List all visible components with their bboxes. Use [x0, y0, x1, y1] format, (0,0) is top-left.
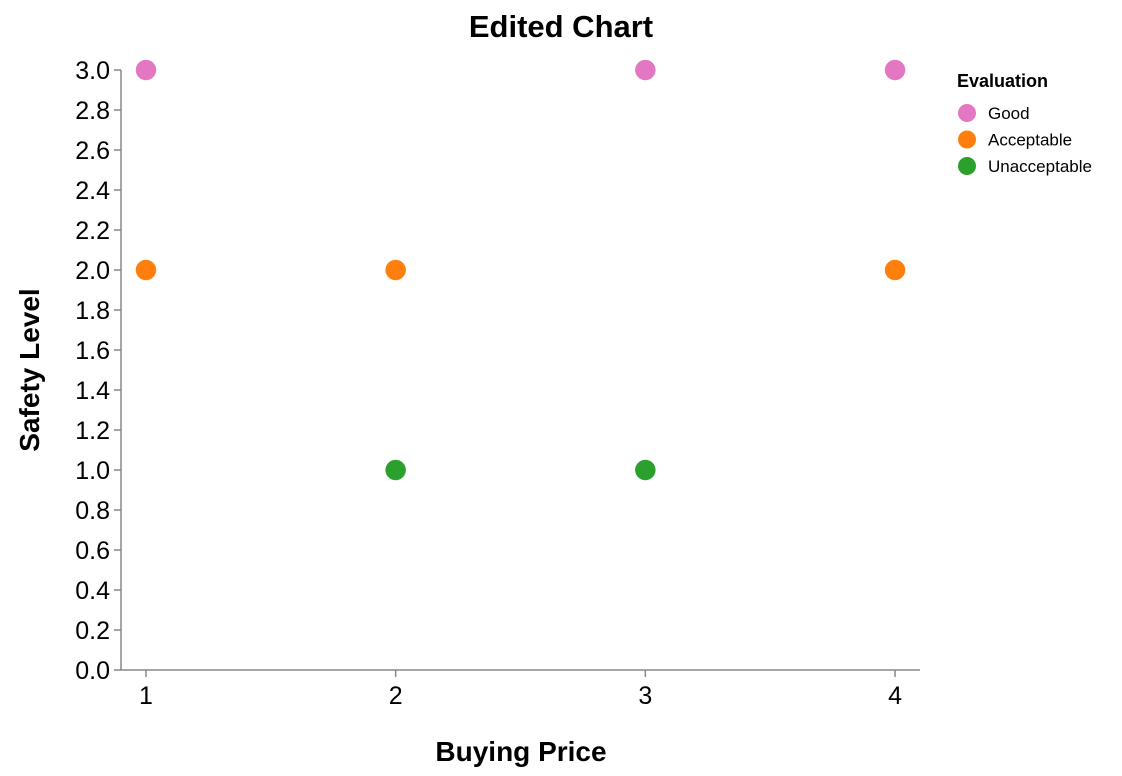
legend-symbol-unacceptable [958, 157, 976, 175]
legend: Evaluation Good Acceptable Unacceptable [957, 71, 1092, 176]
y-axis-title: Safety Level [14, 288, 45, 451]
data-point-acceptable [135, 259, 157, 281]
y-tick-label: 2.6 [75, 137, 110, 165]
y-tick-label: 2.0 [75, 257, 110, 285]
x-tick-label: 3 [638, 682, 652, 710]
y-tick-label: 1.6 [75, 337, 110, 365]
data-point-acceptable [385, 259, 406, 281]
y-tick-label: 1.8 [75, 297, 110, 325]
data-point-unacceptable [385, 459, 406, 481]
legend-label-acceptable: Acceptable [988, 131, 1072, 150]
y-tick-label: 1.0 [75, 457, 110, 485]
legend-symbol-acceptable [958, 130, 976, 149]
x-axis: 1 2 3 4 [121, 669, 920, 710]
y-tick-label: 0.0 [75, 657, 110, 685]
x-tick-label: 1 [139, 682, 153, 710]
data-points [135, 59, 906, 481]
legend-title: Evaluation [957, 71, 1048, 91]
x-tick-label: 4 [888, 682, 902, 710]
chart-title: Edited Chart [469, 9, 653, 44]
x-tick-label: 2 [389, 682, 403, 710]
y-tick-label: 0.6 [75, 537, 110, 565]
legend-symbol-good [958, 104, 976, 122]
legend-label-unacceptable: Unacceptable [988, 157, 1092, 176]
legend-label-good: Good [988, 104, 1030, 123]
y-tick-label: 0.8 [75, 497, 110, 525]
x-axis-title: Buying Price [435, 736, 606, 767]
data-point-good [135, 59, 157, 81]
y-tick-label: 2.2 [75, 217, 110, 245]
y-tick-label: 2.4 [75, 177, 110, 205]
y-tick-label: 1.2 [75, 417, 110, 445]
y-tick-label: 0.4 [75, 577, 110, 605]
data-point-good [884, 59, 906, 81]
y-tick-label: 0.2 [75, 617, 110, 645]
data-point-good [635, 59, 656, 81]
y-tick-label: 2.8 [75, 97, 110, 125]
y-axis: 0.0 0.2 0.4 0.6 0.8 1.0 1.2 1.4 1.6 1.8 2.0 2.2 2.4 2… [75, 57, 122, 685]
data-point-unacceptable [635, 459, 656, 481]
data-point-acceptable [884, 259, 906, 281]
y-tick-label: 1.4 [75, 377, 110, 405]
y-tick-label: 3.0 [75, 57, 110, 85]
